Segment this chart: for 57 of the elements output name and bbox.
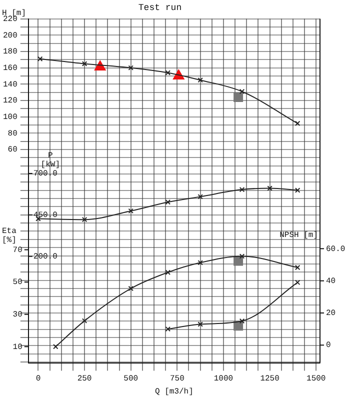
- y2-tick-label: 700.0: [33, 170, 58, 179]
- point: [198, 77, 203, 83]
- y-tick-label: 120: [2, 96, 18, 106]
- point: [267, 186, 272, 191]
- y2-tick-label: 450.0: [33, 211, 58, 220]
- point: [234, 256, 244, 266]
- point: [82, 216, 88, 222]
- x-tick-label: 1250: [260, 374, 280, 384]
- y-tick-label: 220: [2, 14, 18, 24]
- y-tick-label: 50: [12, 278, 23, 288]
- point: [294, 280, 300, 286]
- point: [294, 264, 300, 270]
- x-tick-label: 1000: [214, 374, 234, 384]
- y-tick-label: 160: [2, 64, 18, 73]
- y-tick-label: 30: [12, 310, 23, 320]
- y2-axis-title: NPSH [m]: [280, 230, 318, 240]
- point: [239, 254, 245, 259]
- x-tick-label: 0: [36, 374, 41, 384]
- point: [239, 186, 245, 192]
- y2-tick-label: 0: [326, 341, 331, 350]
- point: [165, 326, 171, 332]
- point: [128, 286, 134, 292]
- y-tick-label: 140: [2, 80, 18, 90]
- point: [234, 92, 244, 102]
- point: [165, 70, 171, 76]
- y2-tick-label: 60.0: [326, 244, 346, 254]
- y-tick-label: 10: [12, 342, 23, 352]
- point: [165, 270, 171, 275]
- point: [82, 61, 88, 66]
- y2-tick-label: 40: [326, 276, 336, 286]
- point: [198, 260, 203, 266]
- point: [82, 318, 88, 324]
- y-tick-label: 80: [8, 129, 18, 138]
- x-tick-label: 500: [124, 374, 138, 384]
- point: [198, 194, 203, 200]
- point: [239, 88, 245, 94]
- point: [165, 200, 171, 205]
- y-tick-label: 100: [2, 112, 18, 122]
- y-axis-title: Eta [%]: [2, 226, 17, 245]
- point: [128, 65, 134, 70]
- y2-tick-label: 200.0: [33, 252, 58, 262]
- x-tick-label: 1500: [306, 374, 326, 384]
- x-axis-title: Q [m3/h]: [155, 387, 194, 396]
- y-tick-label: 200: [2, 31, 18, 40]
- y-tick-label: 70: [12, 246, 23, 255]
- y2-tick-label: 20: [326, 309, 336, 318]
- point: [128, 208, 134, 214]
- y-tick-label: 60: [8, 146, 18, 155]
- point: [239, 318, 245, 324]
- chart-title: Test run: [138, 2, 182, 13]
- point: [198, 322, 203, 327]
- point: [294, 120, 300, 126]
- y2-axis-title: P [kW]: [40, 152, 60, 170]
- x-tick-label: 750: [170, 374, 185, 384]
- y-tick-label: 180: [2, 48, 18, 57]
- point: [294, 188, 300, 193]
- x-tick-label: 250: [77, 374, 92, 384]
